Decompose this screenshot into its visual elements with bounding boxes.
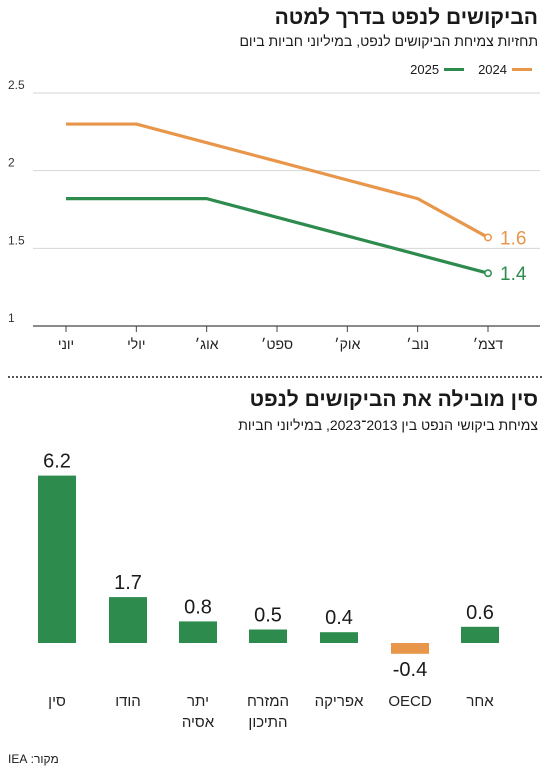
bar-value-label: 0.8: [184, 596, 212, 618]
chart1-subtitle: תחזיות צמיחת הביקושים לנפט, במיליוני חבי…: [239, 33, 538, 49]
y-tick-label: 1.5: [8, 233, 25, 247]
bar-value-label: 0.5: [254, 605, 282, 627]
series-end-point-2024: [484, 233, 492, 242]
bar-1: [109, 597, 147, 643]
y-tick-label: 2.5: [8, 78, 25, 92]
legend-label-2024: 2024: [478, 62, 507, 77]
x-tick-label: ספט׳: [261, 336, 293, 352]
bar-4: [320, 632, 358, 643]
bar-0: [38, 475, 76, 643]
legend-item-2024: 2024: [478, 62, 532, 77]
bar-category-label: המזרח: [247, 693, 289, 710]
series-line-2025: [66, 197, 489, 275]
bar-value-label: 0.6: [466, 602, 494, 624]
x-tick-label: דצמ׳: [473, 336, 504, 352]
line-chart: 1 1.5 2 2.5 יוני יולי אוג׳ ספט׳ אוק׳ נוב׳ דצמ׳ 1.6 1…: [8, 78, 540, 352]
bar-category-label: סין: [48, 693, 66, 710]
x-tick-label: נוב׳: [406, 336, 429, 352]
y-tick-label: 2: [8, 156, 15, 170]
bar-value-label: 1.7: [114, 572, 142, 594]
chart2-title: סין מובילה את הביקושים לנפט: [249, 388, 538, 411]
bar-value-label: 6.2: [43, 451, 71, 473]
bar-3: [249, 629, 287, 643]
bar-5: [391, 643, 429, 654]
bar-category-label: OECD: [388, 693, 432, 710]
bar-category-label: הודו: [115, 693, 141, 710]
bar-category-label: אפריקה: [315, 693, 364, 710]
x-tick-label: אוק׳: [334, 336, 360, 352]
x-tick-label: אוג׳: [195, 336, 219, 352]
bar-category-label: אסיה: [182, 714, 215, 731]
y-tick-label: 1: [8, 311, 15, 325]
source-note: מקור: IEA: [8, 752, 59, 766]
series-end-label-2025: 1.4: [500, 264, 527, 285]
series-line-2024: [66, 122, 489, 239]
bar-category-label: התיכון: [248, 714, 287, 731]
chart2-subtitle: צמיחת ביקושי הנפט בין 2013־2023, במיליונ…: [238, 417, 538, 433]
legend-swatch-2024: [512, 68, 532, 71]
legend-swatch-2025: [444, 68, 465, 71]
bar-value-label: 0.4: [325, 607, 353, 629]
chart1-legend: 2024 2025: [396, 62, 532, 77]
bar-category-label: אחר: [466, 693, 494, 710]
bar-category-label: יתר: [187, 693, 209, 710]
series-end-label-2024: 1.6: [500, 228, 526, 249]
legend-label-2025: 2025: [410, 62, 440, 77]
x-tick-label: יוני: [58, 336, 74, 352]
chart1-title: הביקושים לנפט בדרך למטה: [274, 6, 538, 29]
x-tick-label: יולי: [127, 336, 145, 352]
section-divider: [8, 376, 542, 378]
bar-2: [179, 621, 217, 643]
bar-6: [461, 626, 499, 643]
legend-item-2025: 2025: [410, 62, 465, 77]
series-end-point-2025: [484, 269, 492, 278]
bar-value-label: -0.4: [393, 659, 427, 681]
